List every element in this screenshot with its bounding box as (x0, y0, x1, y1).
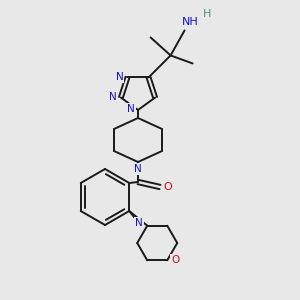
Text: N: N (135, 218, 143, 228)
Text: N: N (109, 92, 117, 102)
Text: N: N (134, 164, 142, 174)
Text: H: H (202, 9, 211, 20)
Text: N: N (116, 72, 123, 82)
Text: NH: NH (182, 17, 199, 27)
Text: O: O (164, 182, 172, 192)
Text: N: N (127, 104, 135, 114)
Text: O: O (171, 255, 179, 265)
